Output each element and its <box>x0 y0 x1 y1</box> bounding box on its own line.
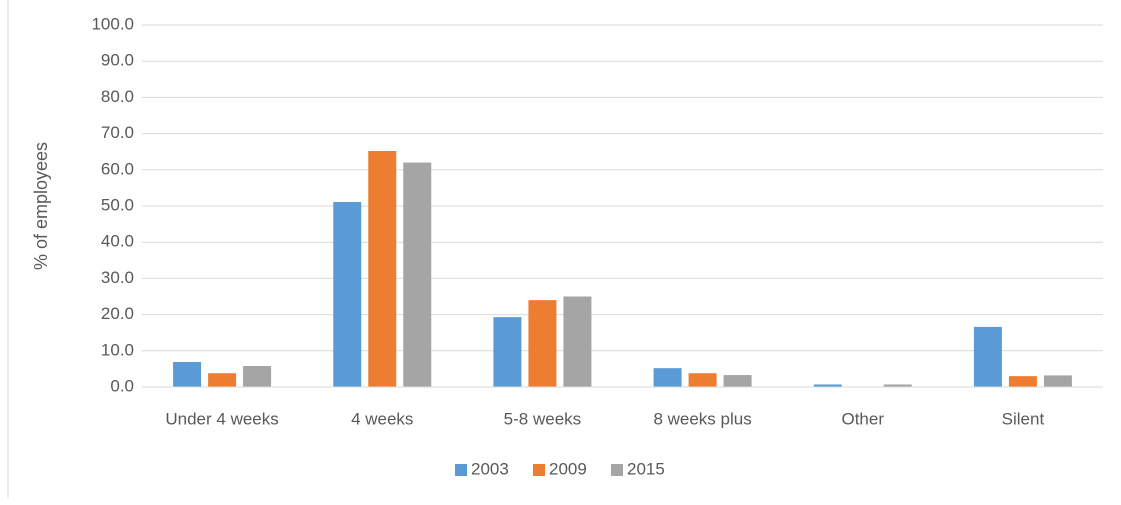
legend-label: 2003 <box>471 459 509 478</box>
legend-label: 2009 <box>549 459 587 478</box>
x-tick-label: Other <box>841 409 884 428</box>
y-tick-label: 0.0 <box>110 376 134 395</box>
legend-swatch <box>611 464 623 476</box>
y-tick-label: 60.0 <box>101 159 134 178</box>
x-tick-label: Under 4 weeks <box>165 409 278 428</box>
bar <box>688 373 717 387</box>
y-tick-label: 30.0 <box>101 268 134 287</box>
bar <box>1008 376 1037 387</box>
y-tick-label: 100.0 <box>91 14 134 33</box>
bar <box>653 368 682 387</box>
y-tick-label: 10.0 <box>101 340 134 359</box>
x-tick-label: 8 weeks plus <box>653 409 751 428</box>
y-tick-label: 50.0 <box>101 195 134 214</box>
y-tick-label: 90.0 <box>101 51 134 70</box>
y-tick-label: 40.0 <box>101 232 134 251</box>
y-tick-label: 70.0 <box>101 123 134 142</box>
bar <box>1043 375 1072 387</box>
bar <box>813 384 842 387</box>
bar <box>723 375 752 387</box>
x-tick-label: 5-8 weeks <box>504 409 581 428</box>
bar <box>368 150 397 387</box>
bar <box>243 366 272 387</box>
bar <box>528 300 557 387</box>
y-tick-label: 80.0 <box>101 87 134 106</box>
bar <box>403 162 432 387</box>
bar <box>563 296 592 387</box>
y-tick-label: 20.0 <box>101 304 134 323</box>
bar <box>173 362 202 387</box>
legend-swatch <box>455 464 467 476</box>
x-tick-label: 4 weeks <box>351 409 413 428</box>
bar <box>208 373 237 387</box>
legend-label: 2015 <box>627 459 665 478</box>
bar <box>973 326 1002 387</box>
bar <box>493 317 522 387</box>
x-tick-label: Silent <box>1002 409 1045 428</box>
bar <box>333 202 362 387</box>
legend-swatch <box>533 464 545 476</box>
y-axis-label: % of employees <box>31 142 51 270</box>
bar <box>883 384 912 387</box>
